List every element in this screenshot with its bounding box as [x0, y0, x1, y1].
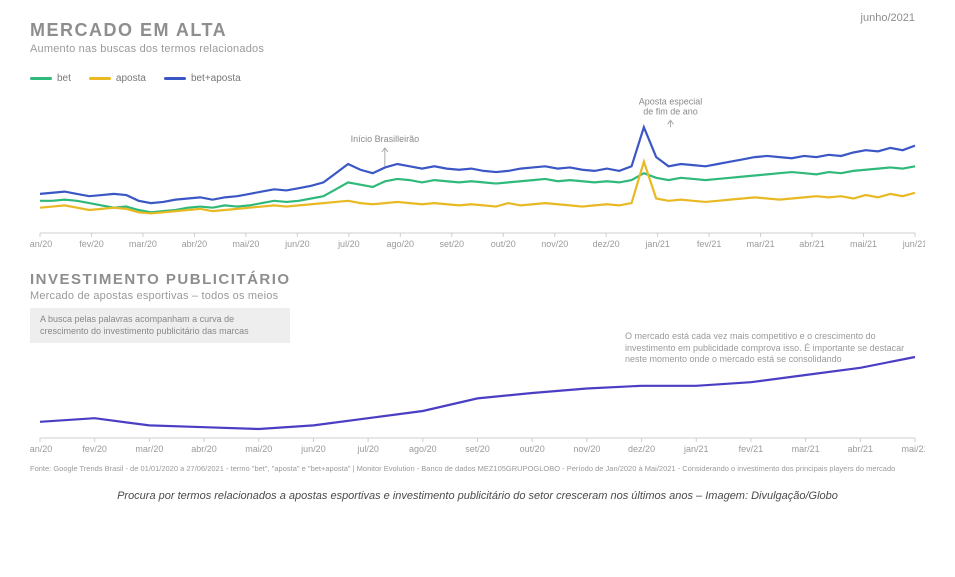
- svg-text:jan/21: jan/21: [683, 444, 709, 454]
- svg-text:out/20: out/20: [491, 239, 516, 249]
- chart2-side-note: O mercado está cada vez mais competitivo…: [625, 331, 905, 366]
- chart2-section: INVESTIMENTO PUBLICITÁRIO Mercado de apo…: [30, 271, 925, 458]
- caption: Procura por termos relacionados a aposta…: [0, 489, 955, 504]
- svg-text:ago/20: ago/20: [387, 239, 415, 249]
- legend-item: aposta: [89, 73, 146, 84]
- svg-text:abr/21: abr/21: [848, 444, 874, 454]
- legend-item: bet+aposta: [164, 73, 241, 84]
- svg-text:jun/20: jun/20: [284, 239, 310, 249]
- legend-swatch: [89, 77, 111, 80]
- svg-text:Aposta especial: Aposta especial: [639, 96, 703, 106]
- svg-text:set/20: set/20: [439, 239, 464, 249]
- chart1-heading-block: MERCADO EM ALTA Aumento nas buscas dos t…: [30, 20, 925, 55]
- svg-text:out/20: out/20: [520, 444, 545, 454]
- chart1-wrap: jan/20 fev/20 mar/20 abr/20 mai/20 jun/20 jul/…: [30, 88, 925, 253]
- legend-item: bet: [30, 73, 71, 84]
- chart1-subtitle: Aumento nas buscas dos termos relacionad…: [30, 43, 925, 55]
- svg-text:jan/20: jan/20: [30, 444, 52, 454]
- svg-text:jul/20: jul/20: [337, 239, 360, 249]
- svg-text:mai/20: mai/20: [245, 444, 272, 454]
- chart2-subtitle: Mercado de apostas esportivas – todos os…: [30, 290, 925, 302]
- chart1-svg: jan/20 fev/20 mar/20 abr/20 mai/20 jun/20 jul/…: [30, 88, 925, 253]
- source-text: Fonte: Google Trends Brasil - de 01/01/2…: [30, 464, 925, 473]
- svg-text:mar/21: mar/21: [747, 239, 775, 249]
- legend-swatch: [164, 77, 186, 80]
- svg-text:nov/20: nov/20: [541, 239, 568, 249]
- svg-text:ago/20: ago/20: [409, 444, 437, 454]
- chart2-title: INVESTIMENTO PUBLICITÁRIO: [30, 271, 925, 288]
- svg-text:jul/20: jul/20: [356, 444, 379, 454]
- chart1-series-bet_aposta: [40, 127, 915, 203]
- chart2-info-box: A busca pelas palavras acompanham a curv…: [30, 308, 290, 343]
- legend-swatch: [30, 77, 52, 80]
- svg-text:nov/20: nov/20: [573, 444, 600, 454]
- svg-text:jan/20: jan/20: [30, 239, 52, 249]
- svg-text:jun/21: jun/21: [902, 239, 925, 249]
- svg-text:abr/20: abr/20: [182, 239, 208, 249]
- svg-text:mai/21: mai/21: [850, 239, 877, 249]
- svg-text:dez/20: dez/20: [593, 239, 620, 249]
- chart1-title: MERCADO EM ALTA: [30, 20, 925, 41]
- svg-text:mar/20: mar/20: [135, 444, 163, 454]
- svg-text:abr/21: abr/21: [799, 239, 825, 249]
- chart1-legend: bet aposta bet+aposta: [30, 73, 925, 84]
- svg-text:fev/20: fev/20: [79, 239, 104, 249]
- svg-text:jan/21: jan/21: [644, 239, 670, 249]
- svg-text:fev/20: fev/20: [82, 444, 107, 454]
- legend-label: aposta: [116, 73, 146, 84]
- svg-text:abr/20: abr/20: [191, 444, 217, 454]
- chart-container: junho/2021 MERCADO EM ALTA Aumento nas b…: [0, 0, 955, 483]
- svg-text:mai/21: mai/21: [901, 444, 925, 454]
- chart2-series-invest: [40, 357, 915, 429]
- svg-text:mai/20: mai/20: [232, 239, 259, 249]
- svg-text:jun/20: jun/20: [300, 444, 326, 454]
- svg-text:fev/21: fev/21: [697, 239, 722, 249]
- date-label: junho/2021: [861, 12, 915, 24]
- svg-text:Início Brasilleirão: Início Brasilleirão: [351, 134, 420, 144]
- legend-label: bet: [57, 73, 71, 84]
- svg-text:fev/21: fev/21: [739, 444, 764, 454]
- svg-text:mar/20: mar/20: [129, 239, 157, 249]
- svg-text:de fim de ano: de fim de ano: [643, 106, 698, 116]
- svg-text:mar/21: mar/21: [792, 444, 820, 454]
- svg-text:set/20: set/20: [465, 444, 490, 454]
- svg-text:dez/20: dez/20: [628, 444, 655, 454]
- legend-label: bet+aposta: [191, 73, 241, 84]
